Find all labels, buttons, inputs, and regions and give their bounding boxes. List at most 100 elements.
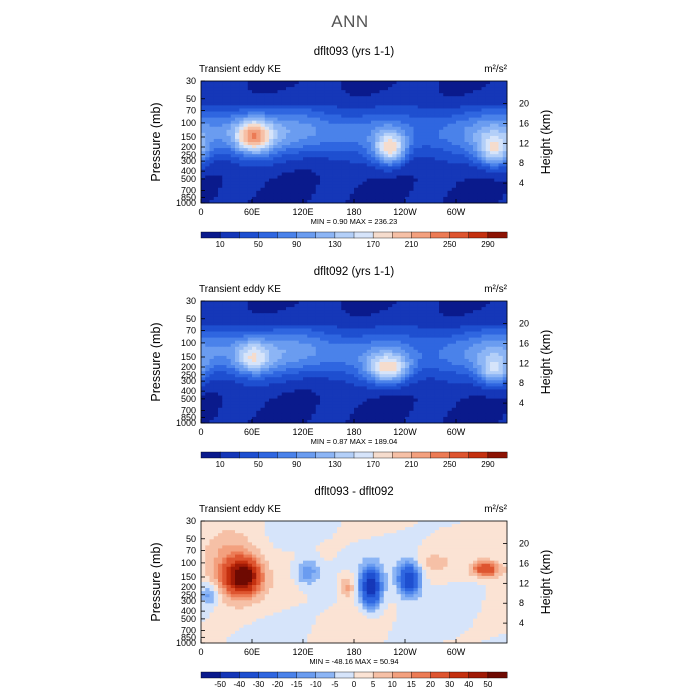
contour-cell bbox=[294, 368, 300, 372]
contour-cell bbox=[201, 123, 206, 128]
contour-cell bbox=[349, 331, 355, 335]
contour-cell bbox=[451, 178, 457, 183]
contour-cell bbox=[218, 307, 223, 311]
contour-cell bbox=[345, 304, 351, 308]
contour-cell bbox=[315, 325, 321, 329]
contour-cell bbox=[426, 349, 431, 354]
contour-cell bbox=[201, 120, 206, 125]
contour-cell bbox=[201, 87, 206, 91]
contour-cell bbox=[260, 374, 266, 378]
contour-cell bbox=[260, 380, 266, 384]
contour-cell bbox=[485, 120, 491, 125]
contour-cell bbox=[392, 313, 397, 317]
contour-cell bbox=[201, 129, 206, 134]
contour-cell bbox=[273, 175, 278, 179]
contour-cell bbox=[209, 178, 215, 183]
contour-cell bbox=[430, 172, 436, 176]
contour-cell bbox=[481, 325, 487, 329]
contour-cell bbox=[243, 114, 249, 118]
contour-cell bbox=[477, 87, 482, 91]
height-tick-label: 12 bbox=[519, 138, 529, 148]
contour-cell bbox=[464, 355, 470, 360]
contour-cell bbox=[388, 334, 393, 338]
contour-cell bbox=[439, 163, 444, 167]
contour-cell bbox=[464, 117, 470, 122]
contour-cell bbox=[264, 142, 270, 146]
contour-cell bbox=[354, 365, 359, 369]
contour-cell bbox=[247, 129, 253, 134]
contour-cell bbox=[464, 346, 470, 351]
contour-cell bbox=[315, 90, 321, 94]
contour-cell bbox=[281, 87, 287, 91]
contour-cell bbox=[485, 102, 491, 106]
contour-cell bbox=[409, 178, 414, 183]
contour-cell bbox=[405, 368, 410, 372]
contour-cell bbox=[218, 178, 223, 183]
contour-cell bbox=[354, 383, 359, 387]
contour-cell bbox=[252, 126, 257, 131]
contour-cell bbox=[264, 325, 270, 329]
contour-cell bbox=[498, 172, 504, 176]
contour-cell bbox=[417, 355, 423, 360]
contour-cell bbox=[362, 355, 368, 360]
contour-cell bbox=[409, 163, 414, 167]
contour-cell bbox=[383, 343, 389, 348]
contour-cell bbox=[294, 349, 300, 354]
contour-cell bbox=[235, 105, 240, 109]
contour-cell bbox=[209, 319, 215, 323]
contour-cell bbox=[277, 340, 283, 345]
contour-cell bbox=[252, 346, 257, 351]
contour-cell bbox=[400, 334, 406, 338]
contour-cell bbox=[473, 93, 478, 97]
contour-cell bbox=[273, 117, 278, 122]
contour-cell bbox=[409, 365, 414, 369]
contour-cell bbox=[490, 105, 495, 109]
contour-cell bbox=[434, 126, 440, 131]
contour-cell bbox=[286, 340, 291, 345]
contour-cell bbox=[201, 178, 206, 183]
contour-cell bbox=[354, 99, 359, 103]
contour-cell bbox=[468, 313, 474, 317]
contour-cell bbox=[264, 126, 270, 131]
contour-cell bbox=[298, 178, 304, 183]
contour-cell bbox=[375, 138, 380, 143]
contour-cell bbox=[213, 163, 219, 167]
contour-cell bbox=[460, 371, 465, 375]
contour-cell bbox=[303, 346, 308, 351]
contour-cell bbox=[502, 151, 508, 155]
contour-cell bbox=[413, 334, 419, 338]
contour-cell bbox=[430, 328, 436, 332]
contour-cell bbox=[260, 340, 266, 345]
contour-cell bbox=[230, 172, 236, 176]
contour-cell bbox=[256, 328, 261, 332]
contour-cell bbox=[354, 301, 359, 305]
contour-cell bbox=[311, 301, 317, 305]
contour-cell bbox=[383, 196, 389, 201]
contour-cell bbox=[400, 154, 406, 158]
contour-cell bbox=[481, 84, 487, 88]
contour-cell bbox=[328, 135, 334, 140]
contour-cell bbox=[281, 126, 287, 131]
contour-cell bbox=[328, 157, 334, 161]
contour-cell bbox=[434, 301, 440, 305]
contour-cell bbox=[201, 166, 206, 170]
contour-cell bbox=[286, 154, 291, 158]
contour-cell bbox=[286, 355, 291, 360]
contour-cell bbox=[290, 175, 295, 179]
contour-cell bbox=[477, 313, 482, 317]
contour-cell bbox=[341, 380, 346, 384]
contour-cell bbox=[439, 358, 444, 363]
contour-cell bbox=[264, 87, 270, 91]
contour-cell bbox=[205, 117, 210, 122]
contour-cell bbox=[328, 383, 334, 387]
contour-cell bbox=[205, 120, 210, 125]
contour-cell bbox=[341, 322, 346, 326]
contour-cell bbox=[477, 175, 482, 179]
contour-cell bbox=[430, 190, 436, 195]
contour-cell bbox=[405, 340, 410, 345]
contour-cell bbox=[324, 310, 329, 314]
contour-cell bbox=[218, 135, 223, 140]
contour-cell bbox=[281, 328, 287, 332]
contour-cell bbox=[324, 301, 329, 305]
contour-cell bbox=[464, 319, 470, 323]
